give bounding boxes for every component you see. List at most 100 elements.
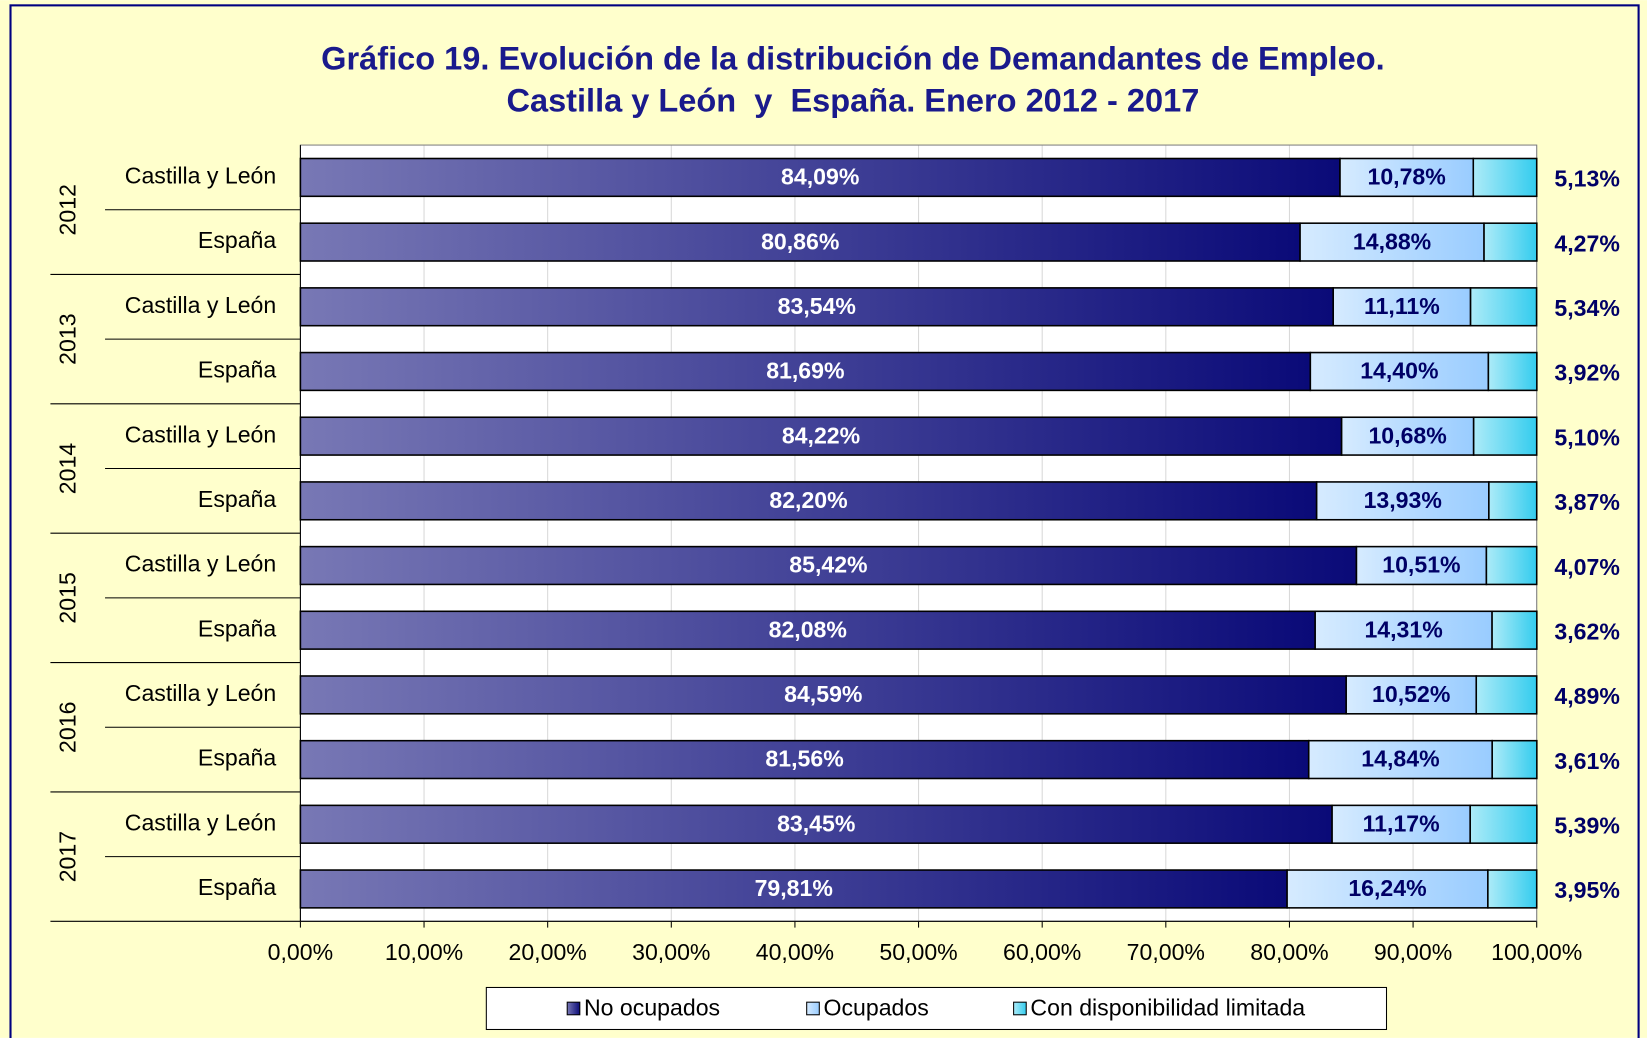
y-tick-label: Castilla y León (125, 809, 276, 835)
bar-segment (1299, 222, 1485, 262)
data-label: 3,62% (1554, 618, 1619, 644)
data-label: 85,42% (789, 552, 867, 578)
data-label: 5,39% (1554, 813, 1619, 839)
bar-segment (1314, 610, 1493, 650)
chart-title: Castilla y León y España. Enero 2012 - 2… (506, 83, 1199, 119)
x-tick-label: 70,00% (1127, 939, 1205, 965)
data-label: 4,07% (1554, 554, 1619, 580)
bar-segment (299, 869, 1288, 909)
data-label: 84,09% (781, 164, 859, 190)
bar-segment (1355, 545, 1488, 586)
group-label: 2015 (54, 572, 80, 623)
data-label: 4,89% (1554, 683, 1619, 709)
data-label: 14,31% (1364, 616, 1442, 642)
bar-segment (1309, 351, 1490, 392)
y-tick-label: España (198, 745, 276, 771)
legend-swatch (1013, 1001, 1027, 1016)
data-label: 81,56% (765, 746, 843, 772)
data-label: 13,93% (1364, 487, 1442, 513)
data-label: 3,95% (1554, 877, 1619, 903)
data-label: 14,88% (1353, 228, 1431, 254)
bar-segment (299, 222, 1301, 262)
x-tick-label: 30,00% (632, 939, 710, 965)
bar-segment (1472, 157, 1538, 198)
legend-label: No ocupados (584, 995, 720, 1021)
bar-segment (1469, 287, 1538, 327)
bar-segment (1487, 869, 1538, 909)
y-tick-label: España (198, 486, 276, 512)
frame (9, 4, 1640, 1038)
legend-swatch (806, 1001, 820, 1016)
bar-segment (1332, 287, 1472, 327)
bar-segment (1487, 351, 1538, 392)
data-label: 3,92% (1554, 360, 1619, 386)
group-label: 2016 (54, 702, 80, 753)
bar-segment (1469, 804, 1538, 844)
data-label: 82,20% (769, 487, 847, 513)
bar-segment (1307, 739, 1493, 780)
chart-title: Gráfico 19. Evolución de la distribución… (321, 41, 1384, 77)
data-label: 14,40% (1360, 358, 1438, 384)
data-label: 80,86% (761, 228, 839, 254)
y-tick-label: España (198, 874, 276, 900)
x-tick-label: 60,00% (1003, 939, 1081, 965)
data-label: 84,59% (784, 681, 862, 707)
x-tick-label: 80,00% (1250, 939, 1328, 965)
data-label: 5,10% (1554, 424, 1619, 450)
bar-segment (299, 804, 1333, 844)
data-label: 10,78% (1367, 164, 1445, 190)
group-label: 2014 (54, 443, 80, 495)
bar-segment (299, 416, 1343, 456)
data-label: 84,22% (782, 422, 860, 448)
bar-segment (299, 287, 1335, 327)
data-label: 14,84% (1361, 746, 1439, 772)
bar-segment (1491, 610, 1538, 650)
x-tick-label: 20,00% (509, 939, 587, 965)
bar-segment (299, 545, 1358, 586)
bar-segment (1485, 545, 1538, 586)
data-label: 11,11% (1364, 293, 1440, 319)
legend-label: Ocupados (824, 995, 929, 1021)
bar-segment (299, 157, 1341, 198)
x-tick-label: 100,00% (1491, 939, 1582, 965)
bar-segment (1472, 416, 1538, 456)
bar-segment (1475, 675, 1538, 715)
data-label: 10,51% (1382, 552, 1460, 578)
y-tick-label: Castilla y León (125, 421, 276, 447)
data-label: 16,24% (1348, 875, 1426, 901)
x-tick-label: 10,00% (385, 939, 463, 965)
bar-segment (299, 675, 1347, 715)
y-tick-label: Castilla y León (125, 163, 276, 189)
data-label: 3,87% (1554, 489, 1619, 515)
group-label: 2012 (54, 184, 80, 235)
x-tick-label: 40,00% (756, 939, 834, 965)
y-tick-label: Castilla y León (125, 292, 276, 318)
legend (485, 986, 1388, 1031)
data-label: 81,69% (766, 358, 844, 384)
bar-segment (1483, 222, 1538, 262)
data-label: 5,13% (1554, 166, 1619, 192)
bar-segment (1286, 869, 1489, 909)
data-label: 10,52% (1372, 681, 1450, 707)
data-label: 82,08% (769, 616, 847, 642)
group-label: 2013 (54, 313, 80, 364)
x-tick-label: 90,00% (1374, 939, 1452, 965)
data-label: 4,27% (1554, 230, 1619, 256)
y-tick-label: España (198, 615, 276, 641)
legend-label: Con disponibilidad limitada (1030, 995, 1305, 1021)
y-tick-label: Castilla y León (125, 680, 276, 706)
bar-segment (299, 351, 1312, 392)
data-label: 3,61% (1554, 748, 1619, 774)
bar-segment (1340, 416, 1475, 456)
y-tick-label: España (198, 357, 276, 383)
bar-segment (1345, 675, 1478, 715)
bar-segment (1488, 481, 1538, 521)
data-label: 11,17% (1363, 810, 1440, 836)
group-label: 2017 (54, 831, 80, 882)
data-label: 83,45% (777, 810, 855, 836)
x-tick-label: 0,00% (268, 939, 333, 965)
bar-segment (1331, 804, 1471, 844)
bar-segment (299, 481, 1318, 521)
data-label: 10,68% (1368, 422, 1446, 448)
